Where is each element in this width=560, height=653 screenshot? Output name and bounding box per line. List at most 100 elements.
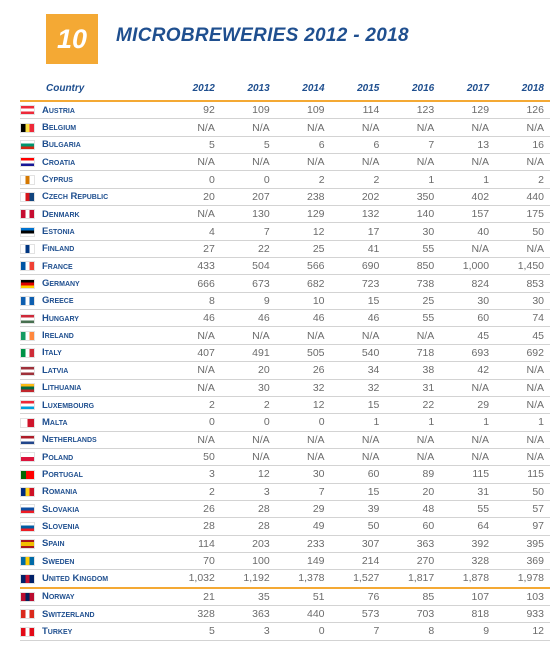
- flag-cell: [20, 605, 42, 624]
- value-2013: N/A: [220, 153, 276, 172]
- value-2018: 45: [495, 326, 550, 345]
- flag-cell: [20, 431, 42, 449]
- latvia-flag-icon: [20, 365, 35, 376]
- value-2012: N/A: [166, 205, 221, 224]
- country-name: Hungary: [42, 309, 166, 328]
- value-2014: 46: [275, 309, 331, 328]
- value-2013: 504: [220, 257, 276, 276]
- value-2018: 103: [495, 587, 550, 606]
- country-name: Ireland: [42, 326, 166, 345]
- value-2015: 17: [330, 222, 386, 241]
- value-2017: N/A: [440, 431, 496, 449]
- value-2016: 703: [385, 605, 441, 624]
- value-2017: 1: [440, 413, 496, 432]
- flag-cell: [20, 448, 42, 467]
- country-name: Germany: [42, 274, 166, 293]
- country-name: Poland: [42, 448, 166, 467]
- value-2013: N/A: [220, 326, 276, 345]
- flag-cell: [20, 465, 42, 484]
- poland-flag-icon: [20, 452, 35, 463]
- value-2018: N/A: [495, 361, 550, 380]
- country-name: Portugal: [42, 465, 166, 484]
- value-2017: 9: [440, 622, 496, 641]
- flag-cell: [20, 535, 42, 553]
- value-2017: N/A: [440, 448, 496, 467]
- country-name: Norway: [42, 587, 166, 606]
- value-2018: 1: [495, 413, 550, 432]
- value-2017: 115: [440, 465, 496, 484]
- value-2016: N/A: [385, 118, 441, 137]
- value-2013: 3: [220, 483, 276, 501]
- table-row: Sweden 70 100 149 214 270 328 369: [20, 552, 550, 571]
- country-name: Croatia: [42, 153, 166, 172]
- value-2013: 130: [220, 205, 276, 224]
- value-2014: 233: [275, 535, 331, 553]
- table-row: Turkey 5 3 0 7 8 9 12: [20, 622, 550, 641]
- value-2012: 0: [166, 170, 221, 189]
- value-2012: N/A: [166, 326, 221, 345]
- belgium-flag-icon: [20, 122, 35, 133]
- value-2012: 5: [166, 622, 221, 641]
- table-row: Norway 21 35 51 76 85 107 103: [20, 587, 550, 606]
- value-2014: 6: [275, 136, 331, 155]
- value-2013: 35: [220, 587, 276, 606]
- value-2015: N/A: [330, 118, 386, 137]
- country-name: Greece: [42, 292, 166, 311]
- value-2012: N/A: [166, 118, 221, 137]
- value-2013: 7: [220, 222, 276, 241]
- value-2012: 2: [166, 396, 221, 415]
- value-2017: 40: [440, 222, 496, 241]
- value-2016: N/A: [385, 448, 441, 467]
- value-2012: 4: [166, 222, 221, 241]
- finland-flag-icon: [20, 244, 35, 255]
- value-2018: N/A: [495, 448, 550, 467]
- country-name: Estonia: [42, 222, 166, 241]
- turkey-flag-icon: [20, 626, 35, 637]
- value-2013: 5: [220, 136, 276, 155]
- value-2016: 270: [385, 552, 441, 571]
- value-2017: 328: [440, 552, 496, 571]
- value-2015: 2: [330, 170, 386, 189]
- column-header-2018: 2018: [495, 80, 550, 102]
- value-2017: 392: [440, 535, 496, 553]
- value-2012: 50: [166, 448, 221, 467]
- value-2013: 1,192: [220, 569, 276, 589]
- value-2014: 25: [275, 240, 331, 259]
- value-2016: 22: [385, 396, 441, 415]
- value-2012: 27: [166, 240, 221, 259]
- estonia-flag-icon: [20, 226, 35, 237]
- value-2012: 0: [166, 413, 221, 432]
- value-2018: 30: [495, 292, 550, 311]
- value-2014: 149: [275, 552, 331, 571]
- value-2014: 7: [275, 483, 331, 501]
- flag-cell: [20, 240, 42, 259]
- flag-cell: [20, 170, 42, 189]
- value-2017: 55: [440, 500, 496, 519]
- croatia-flag-icon: [20, 157, 35, 168]
- value-2018: 175: [495, 205, 550, 224]
- column-header-2012: 2012: [166, 80, 221, 102]
- country-name: Lithuania: [42, 379, 166, 397]
- value-2018: 16: [495, 136, 550, 155]
- value-2018: 2: [495, 170, 550, 189]
- table-row: Lithuania N/A 30 32 32 31 N/A N/A: [20, 379, 550, 397]
- flag-cell: [20, 396, 42, 415]
- country-name: Malta: [42, 413, 166, 432]
- value-2018: 933: [495, 605, 550, 624]
- value-2013: 100: [220, 552, 276, 571]
- value-2015: 307: [330, 535, 386, 553]
- sweden-flag-icon: [20, 556, 35, 567]
- value-2012: 21: [166, 587, 221, 606]
- slovakia-flag-icon: [20, 504, 35, 515]
- flag-cell: [20, 118, 42, 137]
- value-2014: 566: [275, 257, 331, 276]
- value-2014: N/A: [275, 326, 331, 345]
- value-2016: 738: [385, 274, 441, 293]
- slovenia-flag-icon: [20, 521, 35, 532]
- value-2014: N/A: [275, 448, 331, 467]
- value-2014: 440: [275, 605, 331, 624]
- country-name: Slovenia: [42, 517, 166, 536]
- value-2013: 30: [220, 379, 276, 397]
- value-2017: N/A: [440, 240, 496, 259]
- flag-cell: [20, 153, 42, 172]
